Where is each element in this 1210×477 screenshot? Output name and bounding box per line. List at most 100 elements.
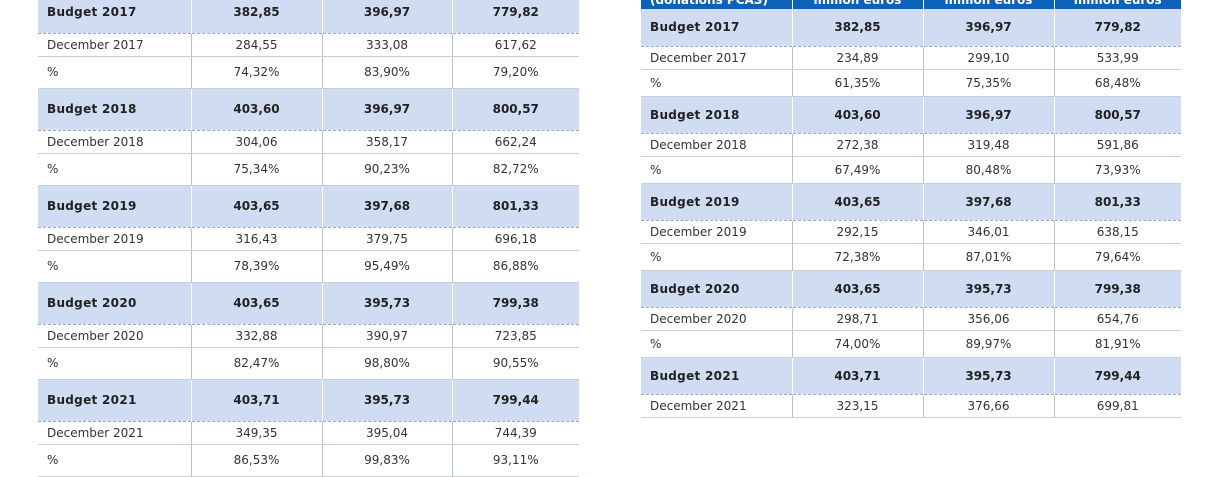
left-budget-table: Budget 2017 382,85 396,97 779,82 December 20… xyxy=(38,0,579,477)
row-label: Budget 2021 xyxy=(641,357,793,395)
pct-row: % 67,49% 80,48% 73,93% xyxy=(641,156,1181,184)
row-value-2: 396,97 xyxy=(322,0,453,34)
pct-row: % 75,34% 90,23% 82,72% xyxy=(38,153,579,186)
actual-row: December 2017 284,55 333,08 617,62 xyxy=(38,33,579,57)
row-value-2: 80,48% xyxy=(923,156,1055,184)
row-label: Budget 2017 xyxy=(38,0,192,34)
row-value-2: 397,68 xyxy=(923,183,1055,221)
row-label: % xyxy=(641,330,793,358)
row-label: % xyxy=(641,69,793,97)
row-value-1: 67,49% xyxy=(792,156,924,184)
actual-row: December 2018 304,06 358,17 662,24 xyxy=(38,130,579,154)
row-value-1: 234,89 xyxy=(792,46,924,70)
row-value-2: 395,73 xyxy=(322,379,453,422)
row-value-2: 89,97% xyxy=(923,330,1055,358)
row-value-2: 395,73 xyxy=(923,357,1055,395)
actual-row: December 2020 298,71 356,06 654,76 xyxy=(641,307,1181,331)
pct-row: % 86,53% 99,83% 93,11% xyxy=(38,444,579,477)
row-value-3: 744,39 xyxy=(452,421,579,445)
row-value-3: 799,44 xyxy=(1054,357,1181,395)
row-value-1: 74,00% xyxy=(792,330,924,358)
row-value-3: 779,82 xyxy=(452,0,579,34)
row-value-2: 376,66 xyxy=(923,394,1055,418)
budget-row: Budget 2019 403,65 397,68 801,33 xyxy=(38,185,579,228)
budget-row: Budget 2020 403,65 395,73 799,38 xyxy=(38,282,579,325)
row-value-3: 800,57 xyxy=(1054,96,1181,134)
row-value-2: 95,49% xyxy=(322,250,453,283)
budget-row: Budget 2021 403,71 395,73 799,44 xyxy=(641,357,1181,395)
row-label: December 2019 xyxy=(641,220,793,244)
left-table-body: Budget 2017 382,85 396,97 779,82 December 20… xyxy=(38,0,579,477)
row-label: % xyxy=(641,156,793,184)
row-label: December 2020 xyxy=(641,307,793,331)
row-label: Budget 2018 xyxy=(38,88,192,131)
row-value-2: 99,83% xyxy=(322,444,453,477)
pct-row: % 82,47% 98,80% 90,55% xyxy=(38,347,579,380)
row-value-2: 75,35% xyxy=(923,69,1055,97)
row-value-3: 93,11% xyxy=(452,444,579,477)
row-value-3: 779,82 xyxy=(1054,9,1181,47)
row-value-1: 403,71 xyxy=(191,379,323,422)
row-label: % xyxy=(38,347,192,380)
row-value-2: 87,01% xyxy=(923,243,1055,271)
row-label: Budget 2019 xyxy=(641,183,793,221)
budget-row: Budget 2017 382,85 396,97 779,82 xyxy=(38,0,579,34)
row-value-1: 272,38 xyxy=(792,133,924,157)
header-col-1: million euros xyxy=(792,0,924,9)
row-value-3: 799,38 xyxy=(452,282,579,325)
row-value-1: 349,35 xyxy=(191,421,323,445)
row-value-3: 654,76 xyxy=(1054,307,1181,331)
row-label: Budget 2020 xyxy=(641,270,793,308)
row-value-3: 800,57 xyxy=(452,88,579,131)
row-label: Budget 2021 xyxy=(38,379,192,422)
row-value-1: 78,39% xyxy=(191,250,323,283)
row-value-2: 390,97 xyxy=(322,324,453,348)
row-label: Budget 2020 xyxy=(38,282,192,325)
row-value-3: 591,86 xyxy=(1054,133,1181,157)
actual-row: December 2019 292,15 346,01 638,15 xyxy=(641,220,1181,244)
row-value-2: 346,01 xyxy=(923,220,1055,244)
row-value-1: 382,85 xyxy=(191,0,323,34)
header-label: (donations PCAS) xyxy=(641,0,793,9)
actual-row: December 2018 272,38 319,48 591,86 xyxy=(641,133,1181,157)
row-value-3: 82,72% xyxy=(452,153,579,186)
row-label: December 2021 xyxy=(38,421,192,445)
row-value-2: 333,08 xyxy=(322,33,453,57)
row-value-2: 319,48 xyxy=(923,133,1055,157)
row-value-3: 699,81 xyxy=(1054,394,1181,418)
row-value-1: 403,65 xyxy=(191,282,323,325)
row-value-1: 304,06 xyxy=(191,130,323,154)
row-label: % xyxy=(641,243,793,271)
row-value-2: 395,73 xyxy=(322,282,453,325)
row-value-2: 90,23% xyxy=(322,153,453,186)
row-value-3: 81,91% xyxy=(1054,330,1181,358)
row-label: December 2020 xyxy=(38,324,192,348)
row-value-2: 356,06 xyxy=(923,307,1055,331)
row-value-1: 82,47% xyxy=(191,347,323,380)
row-value-1: 323,15 xyxy=(792,394,924,418)
row-value-3: 723,85 xyxy=(452,324,579,348)
row-value-2: 396,97 xyxy=(923,96,1055,134)
row-value-1: 75,34% xyxy=(191,153,323,186)
row-value-1: 403,60 xyxy=(191,88,323,131)
row-value-3: 801,33 xyxy=(1054,183,1181,221)
pct-row: % 78,39% 95,49% 86,88% xyxy=(38,250,579,283)
pct-row: % 74,32% 83,90% 79,20% xyxy=(38,56,579,89)
row-value-1: 316,43 xyxy=(191,227,323,251)
row-value-1: 86,53% xyxy=(191,444,323,477)
row-label: December 2021 xyxy=(641,394,793,418)
actual-row: December 2019 316,43 379,75 696,18 xyxy=(38,227,579,251)
budget-row: Budget 2020 403,65 395,73 799,38 xyxy=(641,270,1181,308)
row-value-3: 696,18 xyxy=(452,227,579,251)
row-value-2: 379,75 xyxy=(322,227,453,251)
row-label: December 2017 xyxy=(641,46,793,70)
row-value-2: 397,68 xyxy=(322,185,453,228)
row-label: Budget 2018 xyxy=(641,96,793,134)
row-value-3: 79,20% xyxy=(452,56,579,89)
right-budget-table: (donations PCAS) million euros million e… xyxy=(641,0,1181,418)
row-value-1: 403,65 xyxy=(792,270,924,308)
row-value-3: 617,62 xyxy=(452,33,579,57)
row-value-1: 284,55 xyxy=(191,33,323,57)
row-value-3: 638,15 xyxy=(1054,220,1181,244)
row-value-3: 73,93% xyxy=(1054,156,1181,184)
